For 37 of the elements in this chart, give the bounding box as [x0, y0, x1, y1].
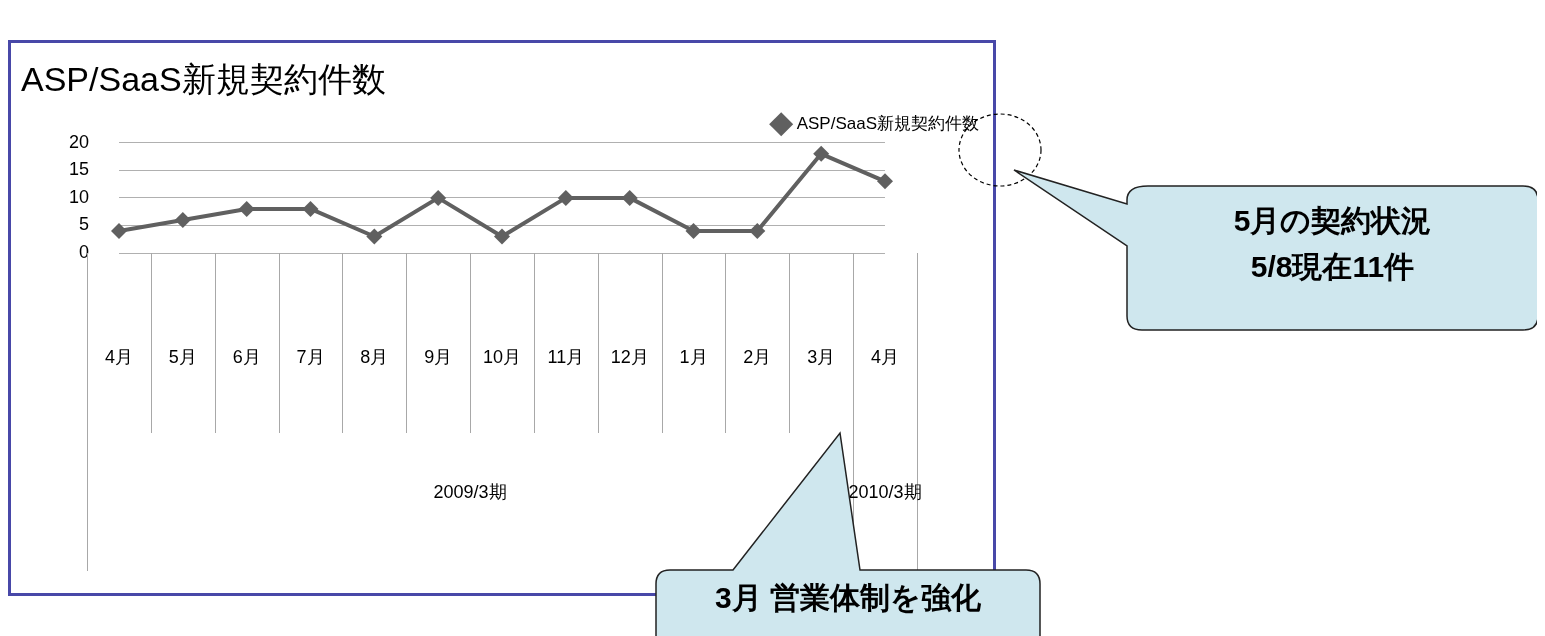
- point: [174, 211, 191, 228]
- x-tick-label: 12月: [610, 346, 649, 367]
- point: [813, 145, 830, 162]
- text: 3月 営業体制を強化: [714, 580, 982, 616]
- point: [621, 189, 638, 206]
- x-tick-label: 8月: [360, 346, 389, 367]
- point: [749, 222, 766, 239]
- text: 2009/3期: [433, 481, 507, 502]
- y-tick-label: 0: [78, 241, 90, 262]
- y-tick-label: 20: [68, 131, 90, 152]
- y-tick-label: 15: [68, 159, 90, 180]
- point: [430, 189, 447, 206]
- x-tick-label: 3月: [807, 346, 836, 367]
- x-tick-label: 11月: [547, 346, 585, 367]
- legend-label: ASP/SaaS新規契約件数: [796, 113, 979, 133]
- x-tick-label: 2月: [743, 346, 772, 367]
- x-tick-label: 9月: [424, 346, 453, 367]
- x-tick-label: 6月: [232, 346, 261, 367]
- point: [366, 228, 383, 245]
- text: 5月の契約状況 5/8現在11件: [1232, 203, 1433, 285]
- y-tick-label: 5: [78, 214, 90, 235]
- text: 2010/3期: [848, 481, 922, 502]
- point: [557, 189, 574, 206]
- x-tick-label: 4月: [105, 346, 134, 367]
- point: [238, 200, 255, 217]
- x-tick-label: 5月: [168, 346, 197, 367]
- point: [685, 222, 702, 239]
- x-tick-label: 1月: [679, 346, 708, 367]
- point: [111, 222, 128, 239]
- chart-title: ASP/SaaS新規契約件数: [21, 59, 386, 98]
- y-tick-label: 10: [68, 186, 90, 207]
- point: [494, 228, 510, 245]
- x-tick-label: 10月: [482, 346, 522, 367]
- x-tick-label: 4月: [870, 346, 899, 367]
- x-tick-label: 7月: [296, 346, 325, 367]
- point: [302, 200, 319, 217]
- point: [877, 173, 893, 190]
